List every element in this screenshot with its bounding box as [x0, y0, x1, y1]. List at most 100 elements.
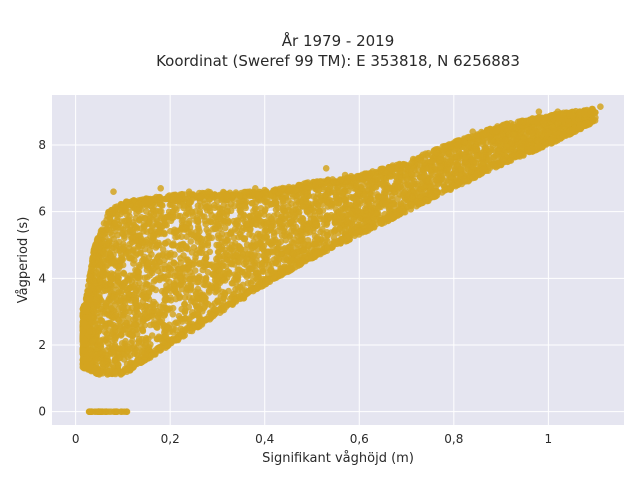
data-point	[299, 246, 306, 254]
data-point	[108, 231, 116, 239]
data-point	[402, 171, 409, 178]
data-point	[240, 224, 247, 232]
data-point	[182, 212, 189, 219]
data-point	[150, 206, 157, 214]
data-point	[227, 201, 235, 208]
data-point	[281, 208, 288, 215]
data-point	[206, 234, 213, 242]
data-point	[129, 228, 136, 236]
data-point	[99, 227, 106, 235]
data-point	[203, 226, 210, 233]
data-point	[358, 185, 365, 192]
data-point	[241, 260, 248, 268]
data-point	[264, 198, 271, 205]
data-point	[483, 139, 490, 147]
data-point	[161, 256, 168, 264]
data-point	[133, 330, 141, 338]
data-point	[80, 356, 87, 364]
data-point	[283, 248, 290, 255]
data-point	[129, 360, 137, 368]
data-point	[254, 210, 262, 218]
data-point	[217, 292, 225, 300]
data-point	[131, 348, 138, 356]
data-point	[201, 298, 208, 306]
data-point	[95, 285, 103, 292]
data-point	[354, 207, 361, 215]
data-point	[172, 326, 179, 334]
data-point	[142, 293, 150, 301]
data-point	[428, 157, 436, 165]
data-point	[168, 337, 175, 345]
data-point	[241, 235, 249, 243]
data-point	[168, 241, 176, 249]
data-point	[281, 232, 288, 240]
data-point	[202, 281, 209, 289]
data-point	[167, 297, 175, 304]
data-point	[154, 241, 161, 249]
data-point	[382, 202, 389, 209]
data-point	[111, 356, 119, 363]
data-point	[195, 295, 202, 303]
data-point	[152, 286, 160, 294]
data-point	[129, 234, 136, 241]
data-point	[341, 226, 349, 234]
data-point	[181, 307, 188, 315]
data-point	[88, 351, 96, 359]
data-point	[285, 203, 292, 210]
data-point	[125, 314, 132, 322]
data-point	[91, 246, 98, 254]
data-point	[420, 165, 427, 173]
data-point	[89, 254, 96, 261]
data-point	[293, 197, 301, 204]
data-point	[221, 239, 229, 247]
data-point	[362, 217, 370, 225]
data-point	[450, 162, 457, 169]
data-point	[96, 337, 103, 345]
data-point	[117, 297, 125, 304]
data-point	[355, 221, 363, 229]
data-point	[310, 227, 317, 235]
data-point	[231, 243, 238, 250]
data-point	[138, 349, 145, 356]
data-point	[251, 205, 259, 213]
data-point	[164, 250, 171, 257]
data-point	[409, 180, 417, 188]
data-point	[142, 302, 149, 310]
data-point	[336, 225, 343, 233]
data-point	[236, 230, 244, 238]
data-point	[173, 227, 181, 235]
data-point	[194, 202, 202, 210]
data-point	[143, 282, 150, 290]
data-point	[487, 147, 495, 154]
data-point	[226, 270, 233, 278]
data-point	[263, 249, 271, 257]
data-point	[192, 300, 199, 308]
data-point	[227, 228, 235, 235]
data-point	[115, 272, 122, 280]
data-point	[149, 224, 156, 231]
data-point	[119, 230, 127, 237]
data-point	[210, 271, 217, 278]
data-point	[528, 129, 536, 137]
data-point	[299, 203, 307, 210]
data-point	[338, 190, 346, 197]
data-point	[218, 209, 226, 217]
data-point	[226, 251, 234, 259]
data-point	[243, 241, 251, 248]
data-point	[86, 328, 93, 335]
data-point	[134, 274, 141, 281]
data-point	[214, 283, 221, 290]
data-point	[316, 198, 323, 206]
data-point	[344, 206, 351, 213]
data-point	[120, 270, 128, 278]
data-point	[198, 235, 206, 243]
data-point	[462, 154, 469, 161]
data-point	[237, 246, 244, 253]
data-point	[372, 184, 380, 191]
data-point	[107, 320, 114, 328]
data-point	[230, 217, 237, 225]
data-points	[79, 103, 604, 416]
data-point	[285, 197, 292, 204]
data-point	[176, 246, 183, 253]
data-point	[261, 227, 269, 234]
